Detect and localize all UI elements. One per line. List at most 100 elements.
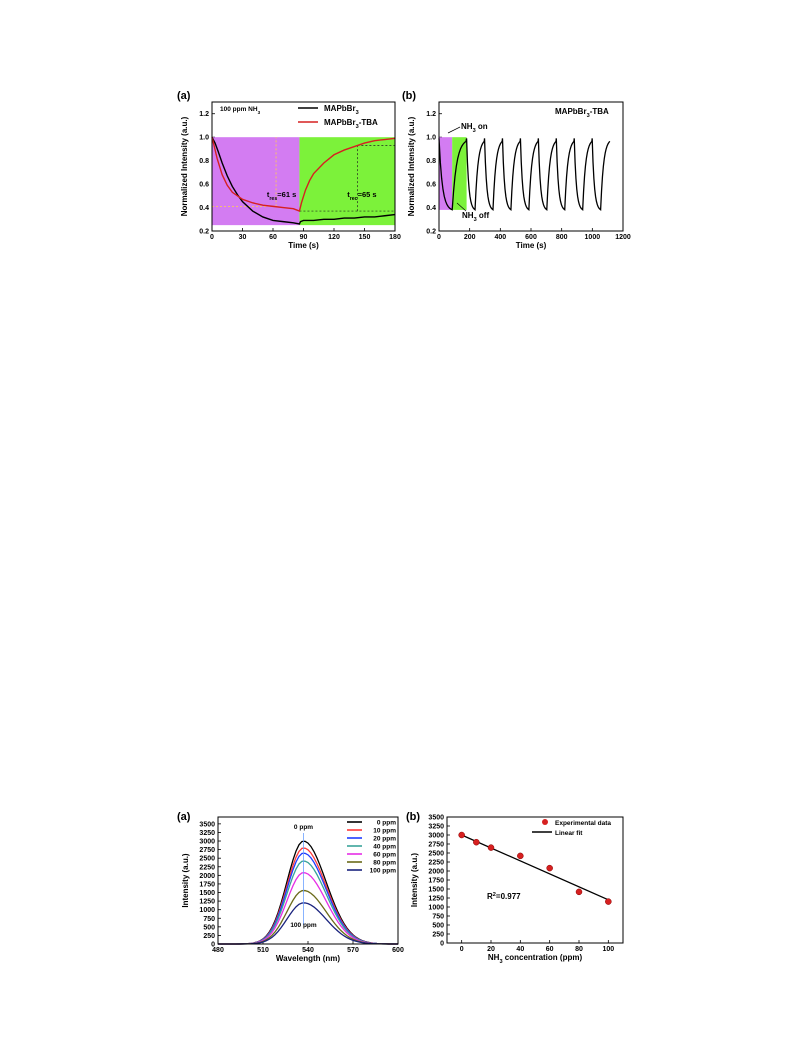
y-tick-label: 2250 bbox=[199, 864, 215, 871]
x-tick-label: 0 bbox=[210, 234, 214, 241]
y-tick-label: 1.0 bbox=[199, 135, 209, 142]
plot-frame bbox=[438, 101, 624, 232]
x-tick-label: 30 bbox=[239, 234, 247, 241]
panel-bottom-b: 0 20 40 60 80 1000250500750100012501500175020… bbox=[406, 811, 624, 965]
y-tick-label: 1.0 bbox=[426, 135, 436, 142]
y-tick-label: 1250 bbox=[199, 899, 215, 906]
chart-title: MAPbBr3-TBA bbox=[555, 107, 609, 119]
x-tick-label: 60 bbox=[269, 234, 277, 241]
panel-top-b: 0 200 400 600 800 1000 1200 0.2 0.4 0.6 0.8 1.0 1.2 T… bbox=[402, 90, 631, 250]
legend-label: 80 ppm bbox=[373, 860, 396, 867]
series-mapbbr3-line bbox=[211, 136, 396, 225]
data-point bbox=[575, 888, 583, 896]
annotation-arrow bbox=[456, 202, 467, 212]
x-tick-label: 540 bbox=[302, 947, 314, 954]
y-tick-label: 3500 bbox=[199, 821, 215, 828]
legend-label: 20 ppm bbox=[373, 836, 396, 843]
y-tick-label: 3000 bbox=[428, 833, 444, 840]
x-tick-label: 120 bbox=[328, 234, 340, 241]
panel-top-a: 0 30 60 90 120 150 180 0.2 0.4 0.6 0.8 1.0 1.2 Time (… bbox=[177, 90, 401, 250]
x-tick-label: 480 bbox=[212, 947, 224, 954]
x-tick-label: 180 bbox=[389, 234, 401, 241]
x-tick-label: 570 bbox=[347, 947, 359, 954]
legend-label: 10 ppm bbox=[373, 828, 396, 835]
annotation-nh3-off: NH3 off bbox=[462, 211, 489, 223]
y-tick-label: 1000 bbox=[199, 907, 215, 914]
data-point bbox=[487, 844, 495, 851]
x-tick-label: 200 bbox=[464, 234, 476, 241]
region-gas-off bbox=[452, 137, 467, 210]
x-tick-label: 1200 bbox=[615, 234, 631, 241]
plot-frame bbox=[211, 101, 396, 232]
y-tick-label: 0 bbox=[440, 941, 444, 948]
y-tick-label: 2500 bbox=[428, 851, 444, 858]
y-tick-label: 1250 bbox=[428, 896, 444, 903]
y-tick-label: 0.4 bbox=[426, 205, 436, 212]
region-gas-off bbox=[299, 137, 395, 226]
x-tick-label: 80 bbox=[575, 946, 583, 953]
panel-label: (a) bbox=[177, 811, 191, 823]
data-point bbox=[546, 864, 553, 872]
y-tick-label: 500 bbox=[432, 923, 444, 930]
x-axis-title: Wavelength (nm) bbox=[276, 954, 340, 963]
y-tick-label: 2250 bbox=[428, 860, 444, 867]
y-tick-label: 1750 bbox=[199, 881, 215, 888]
data-point bbox=[605, 898, 612, 905]
y-tick-label: 2750 bbox=[199, 847, 215, 854]
y-tick-label: 2000 bbox=[428, 869, 444, 876]
plot-frame bbox=[217, 816, 399, 945]
x-tick-label: 90 bbox=[300, 234, 308, 241]
legend-label: Linear fit bbox=[555, 830, 583, 837]
x-axis-title: Time (s) bbox=[288, 241, 319, 250]
spectrum-80-ppm bbox=[218, 889, 398, 945]
panel-label: (b) bbox=[406, 811, 420, 823]
y-tick-label: 2750 bbox=[428, 842, 444, 849]
legend-label: MAPbBr3 bbox=[324, 104, 359, 116]
legend-label: 100 ppm bbox=[370, 868, 397, 875]
x-tick-label: 600 bbox=[392, 947, 404, 954]
series-mapbbr3-tba-line bbox=[438, 138, 611, 212]
x-tick-label: 0 bbox=[460, 946, 464, 953]
x-tick-label: 800 bbox=[556, 234, 568, 241]
y-tick-label: 0.4 bbox=[199, 205, 209, 212]
plot-frame bbox=[446, 816, 624, 944]
y-tick-label: 3500 bbox=[428, 815, 444, 822]
panel-label: (a) bbox=[177, 90, 191, 102]
series-mapbbr3-tba-line bbox=[211, 137, 396, 212]
x-tick-label: 150 bbox=[359, 234, 371, 241]
y-tick-label: 2000 bbox=[199, 873, 215, 880]
y-tick-label: 1000 bbox=[428, 905, 444, 912]
annotation-0-ppm: 0 ppm bbox=[294, 824, 313, 831]
annotation-nh3-on: NH3 on bbox=[461, 122, 488, 134]
annotation-100-ppm: 100 ppm bbox=[290, 922, 317, 929]
data-point bbox=[517, 852, 524, 860]
y-axis-title: Intensity (a.u.) bbox=[181, 853, 190, 908]
y-tick-label: 1.2 bbox=[426, 111, 436, 118]
y-tick-label: 1750 bbox=[428, 878, 444, 885]
x-tick-label: 20 bbox=[487, 946, 495, 953]
legend-label: 60 ppm bbox=[373, 852, 396, 859]
legend-label: 0 ppm bbox=[377, 820, 396, 827]
data-point bbox=[458, 831, 465, 839]
legend-label: MAPbBr3-TBA bbox=[324, 118, 378, 130]
y-tick-label: 250 bbox=[203, 933, 215, 940]
legend-label: 40 ppm bbox=[373, 844, 396, 851]
annotation-r2: R2=0.977 bbox=[487, 892, 521, 901]
x-tick-label: 600 bbox=[525, 234, 537, 241]
y-tick-label: 750 bbox=[203, 916, 215, 923]
annotation-gas: 100 ppm NH3 bbox=[220, 106, 261, 115]
y-tick-label: 2500 bbox=[199, 856, 215, 863]
annotation-arrow bbox=[447, 126, 461, 134]
panel-label: (b) bbox=[402, 90, 416, 102]
y-tick-label: 250 bbox=[432, 932, 444, 939]
annotation-trec: trec=65 s bbox=[347, 190, 376, 202]
y-tick-label: 1500 bbox=[199, 890, 215, 897]
y-tick-label: 3250 bbox=[428, 824, 444, 831]
data-point bbox=[473, 838, 480, 846]
x-tick-label: 510 bbox=[257, 947, 269, 954]
x-tick-label: 0 bbox=[437, 234, 441, 241]
y-tick-label: 750 bbox=[432, 914, 444, 921]
x-tick-label: 60 bbox=[546, 946, 554, 953]
